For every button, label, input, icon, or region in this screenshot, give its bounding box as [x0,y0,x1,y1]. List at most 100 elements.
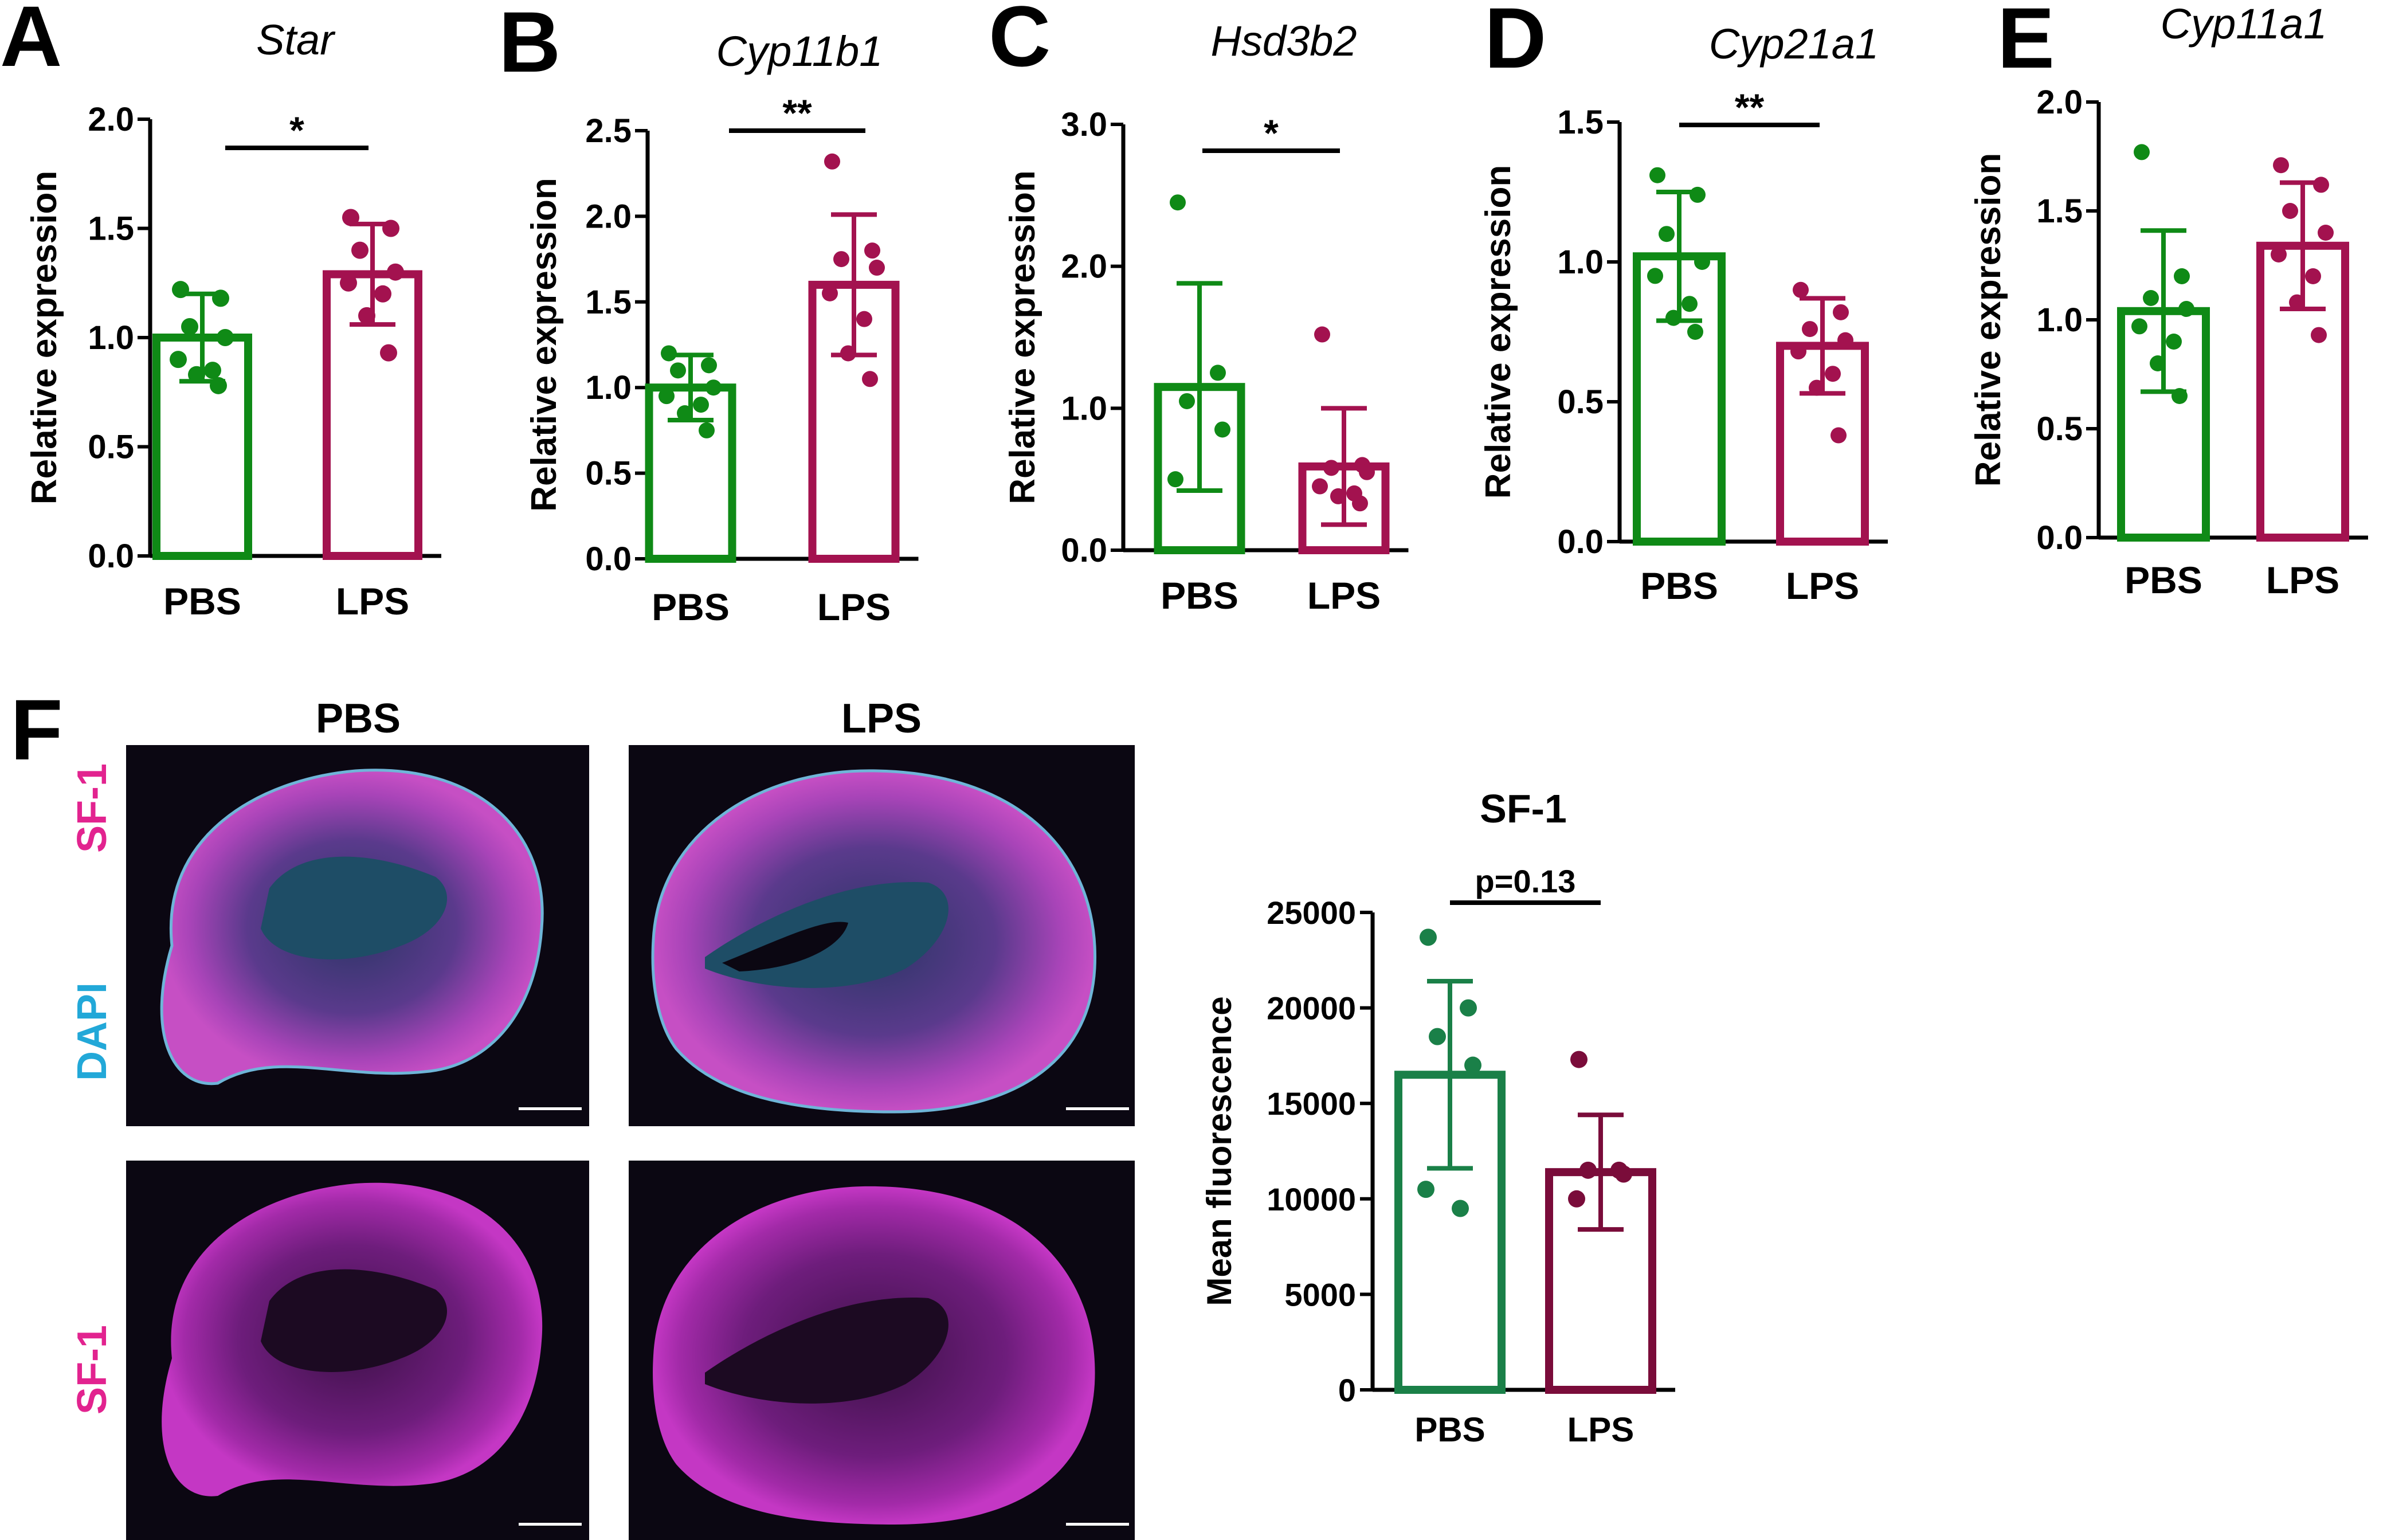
y-tick-label: 10000 [1267,1181,1356,1217]
data-point [387,263,404,281]
panel-letter-f: F [10,681,63,778]
data-point [869,260,885,276]
data-point [210,377,227,394]
data-point [1314,326,1330,343]
x-tick-label-pbs: PBS [652,586,730,628]
data-point [699,422,715,438]
data-point [2150,355,2166,371]
panel-a-chart: A Star 0.0 0.5 1.0 1.5 2.0 Relative expression P… [0,0,441,622]
data-point [340,274,357,292]
data-point [212,289,229,307]
data-point [824,153,840,170]
micrograph-pbs-sf1 [126,1161,589,1540]
significance-label: ** [782,92,812,134]
y-tick-label: 0.0 [1061,532,1107,569]
chart-title: Hsd3b2 [1210,17,1357,65]
significance-label: * [289,109,304,151]
y-tick-label: 2.0 [88,101,134,138]
y-tick-label: 0.5 [2036,410,2083,448]
data-point [2313,177,2329,193]
y-axis-label: Relative expression [524,178,564,511]
micrograph-lps-merge [629,745,1135,1126]
data-point [2289,294,2305,311]
y-tick-label: 1.5 [88,210,134,248]
y-axis-label: Mean fluorescence [1200,996,1238,1306]
x-tick-label-pbs: PBS [1414,1410,1485,1449]
data-point [1665,309,1681,326]
y-tick-label: 20000 [1267,990,1356,1026]
y-tick-label: 1.5 [1557,104,1604,141]
data-point [1179,393,1195,409]
data-point [1420,928,1437,946]
x-tick-label-pbs: PBS [1161,574,1238,617]
data-point [862,371,878,387]
data-point [677,405,693,422]
data-point [856,311,872,327]
micrograph-pbs-merge [126,745,589,1126]
data-point [1452,1200,1469,1217]
data-point [170,351,187,369]
data-point [1579,1161,1597,1179]
y-tick-label: 0.0 [585,540,632,578]
data-point [172,281,189,299]
data-point [693,397,709,413]
panel-letter-e: E [1997,0,2055,86]
data-point [864,242,880,259]
data-point [2311,327,2327,343]
data-point [1464,1056,1481,1074]
data-point [351,241,369,259]
data-point [1312,478,1328,495]
data-point [658,388,675,405]
data-point [1210,365,1226,381]
data-point [1323,460,1339,476]
panel-letter-c: C [989,0,1051,84]
data-point [2318,225,2334,241]
data-point [1647,268,1663,284]
data-point [2134,144,2150,160]
data-point [1809,379,1825,396]
column-label-lps: LPS [841,696,922,742]
data-point [1687,324,1703,340]
data-point [1694,254,1710,270]
data-point [2166,334,2182,350]
x-tick-label-lps: LPS [817,586,891,628]
data-point [1167,471,1183,488]
row-label-dapi: DAPI [69,982,115,1081]
data-point [1681,296,1698,312]
data-point [1214,421,1230,438]
data-point [1825,366,1841,382]
y-tick-label: 3.0 [1061,106,1107,143]
data-point [217,329,234,346]
x-tick-label-lps: LPS [1786,565,1859,607]
data-point [1568,1190,1585,1208]
data-point [1837,332,1853,348]
significance-label: * [1264,112,1279,154]
data-point [1659,226,1675,242]
chart-title: SF-1 [1480,786,1567,831]
data-point [705,379,722,396]
data-point [1359,464,1375,480]
data-point [358,307,375,324]
data-point [2143,290,2159,306]
y-tick-label: 1.0 [2036,301,2083,339]
y-tick-label: 2.0 [1061,248,1107,285]
panel-f-chart: SF-1 0 5000 10000 15000 20000 25000 Mean fluore… [1200,786,1675,1449]
data-point [2282,203,2298,219]
y-tick-label: 1.0 [1061,390,1107,427]
panel-letter-b: B [499,0,560,90]
data-point [1330,488,1346,504]
micrograph-lps-sf1 [629,1161,1135,1540]
y-tick-label: 1.5 [585,284,632,321]
data-point [1417,1181,1434,1198]
data-point [2271,246,2287,262]
data-point [670,362,686,379]
data-point [1690,186,1706,203]
y-tick-label: 0.5 [88,429,134,466]
y-tick-label: 2.0 [2036,84,2083,121]
data-point [1649,167,1665,183]
row-label-sf1-single: SF-1 [69,1325,115,1414]
data-point [204,362,221,379]
y-tick-label: 0.5 [1557,383,1604,421]
y-axis-label: Relative expression [1479,165,1518,499]
